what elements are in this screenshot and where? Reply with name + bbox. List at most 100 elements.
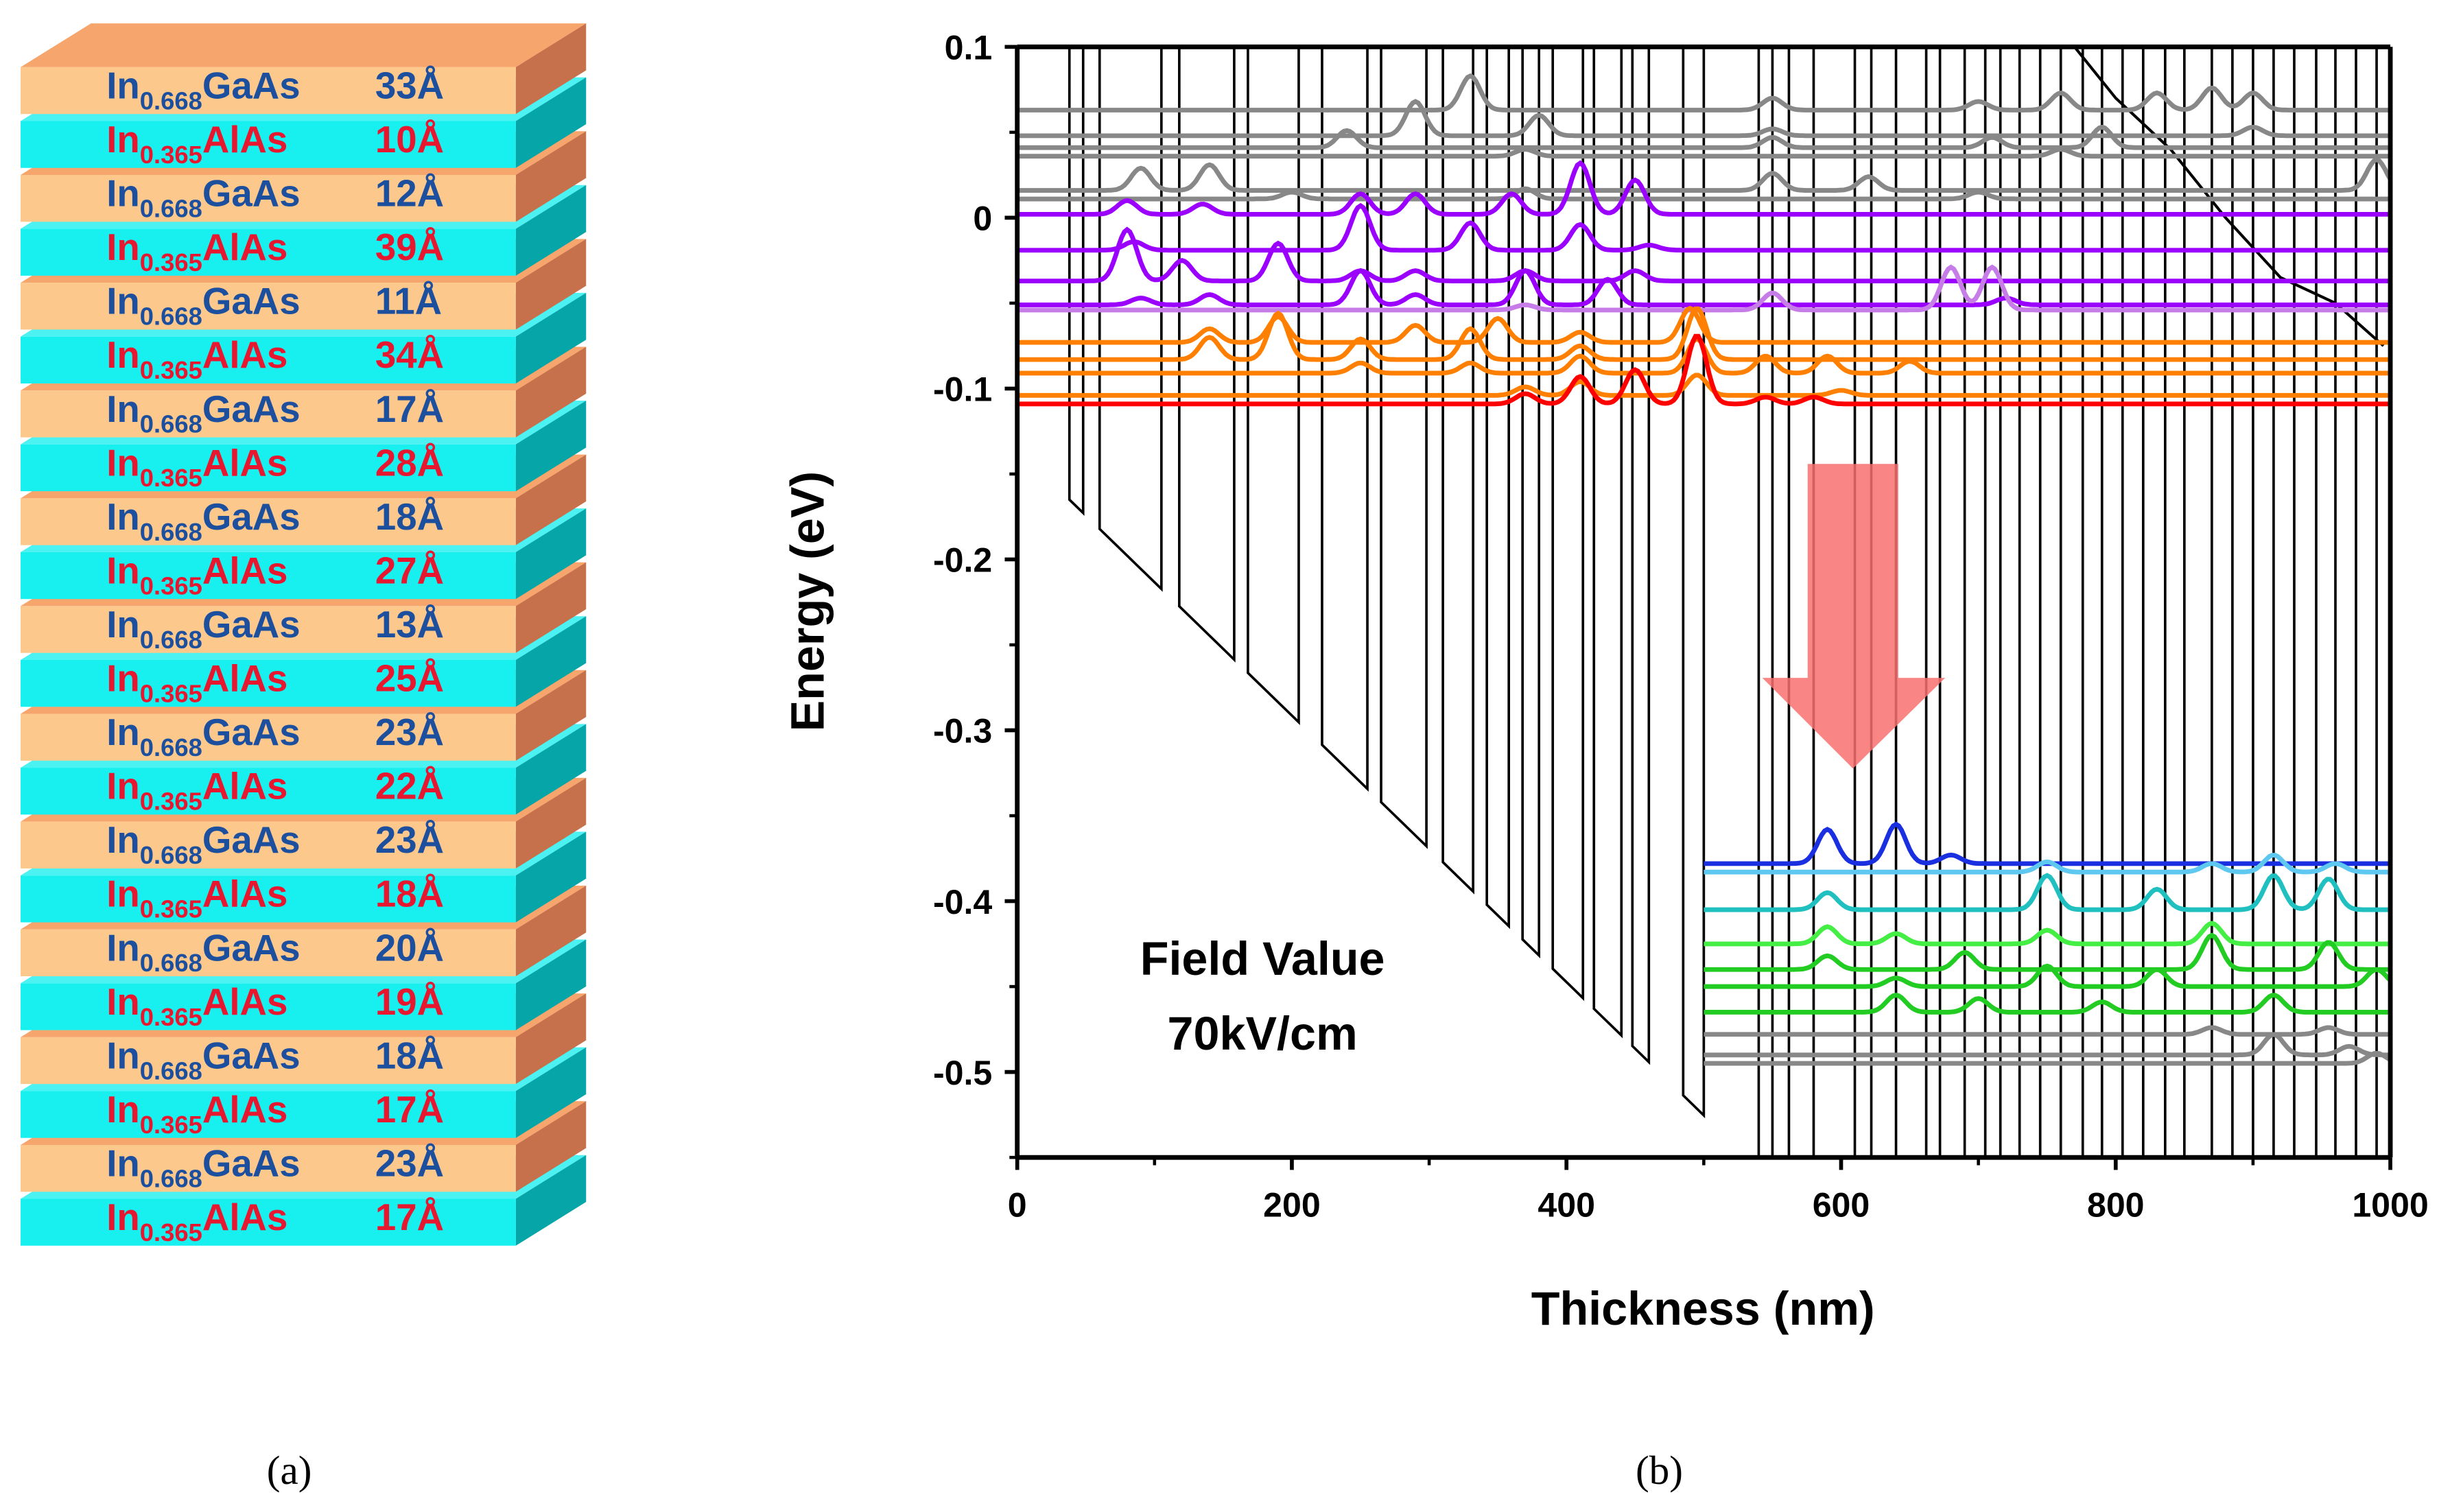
layer-thickness: 13Å [375,604,444,646]
layer-front-face [21,498,516,545]
y-axis-label: Energy (eV) [781,471,834,732]
layer-front-face [21,983,516,1030]
layer-top-face [21,23,587,67]
layer-label: In0.668GaAs [106,388,300,438]
layer-label: In0.365AlAs [106,550,287,600]
wavefunction-gray-low-3 [1704,1050,2391,1066]
layer-front-face [21,1144,516,1192]
layer-front-face [21,929,516,977]
layer-side-face [515,562,587,653]
layer-side-face [515,1155,587,1246]
layer-label: In0.365AlAs [106,226,287,276]
wavefunction-upper-6 [1017,186,2391,202]
layer-label: In0.365AlAs [106,1196,287,1247]
layer-thickness: 34Å [375,334,444,376]
layer-side-face [515,939,587,1030]
layer-thickness: 23Å [375,711,444,753]
layer-front-face [21,283,516,330]
layer-label: In0.668GaAs [106,819,300,869]
layer-label: In0.668GaAs [106,64,300,115]
wavefunction-light-blue [1704,853,2391,875]
layer-side-face [515,292,587,383]
wavefunction-purple-1 [1017,160,2391,217]
layer-side-face [515,401,587,492]
wavefunction-purple-3 [1017,226,2391,284]
wavefunction-upper-3 [1017,124,2391,150]
wavefunction-light-purple [1017,264,2391,313]
layer-label: In0.668GaAs [106,173,300,223]
wavefunction-blue [1704,821,2391,866]
x-tick-label: 1000 [2352,1186,2428,1225]
wavefunction-teal [1704,873,2391,912]
layer-side-face [515,1101,587,1192]
wavefunction-upper-4 [1017,147,2391,159]
layer-side-face [515,508,587,600]
layer-front-face [21,175,516,222]
wavefunctions [1017,73,2391,1066]
layer-front-face [21,552,516,600]
wavefunction-orange-2 [1017,306,2391,362]
x-tick-label: 800 [2087,1186,2145,1225]
layer-label: In0.668GaAs [106,1035,300,1085]
band-profile [1068,47,2385,1158]
wavefunction-purple-4 [1017,268,2391,307]
layer-front-face [21,228,516,276]
layer-label: In0.668GaAs [106,281,300,331]
layer-side-face [515,831,587,923]
layer-thickness: 17Å [375,1196,444,1238]
layer-front-face [21,821,516,869]
layer-thickness: 23Å [375,819,444,861]
quantum-well [1551,47,1585,1002]
layer-side-face [515,724,587,815]
layer-side-face [515,993,587,1085]
quantum-well [1631,47,1651,1065]
wavefunction-red [1017,333,2391,407]
energy-band-chart: 0 200 400 600 800 1000 0.1 0 -0.1 -0.2 -0.3 -0.4 -0.… [781,29,2428,1335]
x-tick-label: 600 [1813,1186,1870,1225]
quantum-well [1178,47,1236,663]
quantum-well [1682,47,1706,1119]
layer-front-face [21,1198,516,1246]
layer-thickness: 25Å [375,658,444,700]
axes: 0 200 400 600 800 1000 0.1 0 -0.1 -0.2 -0.3 -0.4 -0.… [933,29,2429,1225]
layer-front-face [21,121,516,168]
layer-thickness: 12Å [375,173,444,215]
layer-side-face [515,1047,587,1138]
wavefunction-upper-5 [1017,156,2391,193]
layer-front-face [21,768,516,815]
layer-side-face [515,670,587,761]
wavefunction-green-2 [1704,932,2391,972]
layer-label: In0.365AlAs [106,981,287,1031]
layer-label: In0.668GaAs [106,496,300,546]
layer-thickness: 18Å [375,1035,444,1076]
caption-a: (a) [267,1448,312,1493]
layer-label: In0.365AlAs [106,442,287,492]
x-tick-label: 200 [1263,1186,1321,1225]
wavefunction-green-4 [1704,993,2391,1015]
layer-thickness: 22Å [375,766,444,807]
layer-thickness: 20Å [375,927,444,969]
annotation-line1: Field Value [1140,933,1385,985]
quantum-well [1485,47,1510,930]
layer-thickness: 39Å [375,226,444,268]
layer-label: In0.668GaAs [106,927,300,977]
layer-thickness: 17Å [375,388,444,430]
layer-thickness: 28Å [375,442,444,484]
layer-side-face [515,185,587,276]
layer-thickness: 11Å [375,281,442,322]
quantum-well [1068,47,1085,517]
x-tick-label: 0 [1008,1186,1027,1225]
layer-front-face [21,1091,516,1138]
quantum-well [1441,47,1474,895]
layer-gaas: In0.668GaAs 33Å [21,23,587,115]
layer-front-face [21,659,516,707]
upper-band-edge [2073,47,2385,347]
layer-thickness: 18Å [375,496,444,538]
y-tick-label: 0 [973,200,992,238]
quantum-well [1521,47,1541,958]
layer-side-face [515,239,587,330]
layer-label: In0.668GaAs [106,1142,300,1192]
wavefunction-green-3 [1704,963,2391,989]
layer-side-face [515,777,587,869]
wavefunction-purple-2 [1017,202,2391,253]
